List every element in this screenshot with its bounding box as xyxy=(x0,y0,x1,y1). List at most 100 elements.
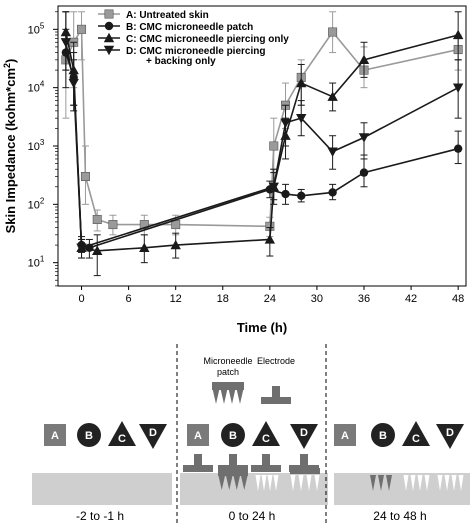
phase-label: 24 to 48 h xyxy=(373,509,426,523)
group-symbol-square xyxy=(187,424,209,446)
microneedle xyxy=(228,390,236,404)
piercing-hole xyxy=(403,475,409,491)
electrode-on-skin-c xyxy=(251,454,281,472)
microneedle xyxy=(236,390,244,404)
group-symbol-d: D xyxy=(290,424,318,449)
y-tick-label: 102 xyxy=(28,196,45,211)
group-symbol-circle xyxy=(221,423,245,447)
electrode-on-skin-a xyxy=(183,454,213,472)
data-point xyxy=(453,144,463,153)
microneedle-patch-icon xyxy=(212,382,244,404)
legend-label: D: CMC microneedle piercing xyxy=(126,46,265,57)
data-point xyxy=(296,113,307,124)
group-symbol-label: B xyxy=(379,430,387,442)
legend-label: A: Untreated skin xyxy=(126,10,209,21)
legend-label: C: CMC microneedle piercing only xyxy=(126,34,289,45)
microneedle xyxy=(212,390,220,404)
data-point xyxy=(77,24,87,34)
patch-backing-only xyxy=(290,468,320,474)
electrode-plate xyxy=(261,397,291,404)
data-point xyxy=(358,54,370,65)
x-tick-label: 24 xyxy=(264,293,276,305)
group-symbol-c: C xyxy=(402,421,430,446)
microneedle xyxy=(220,390,228,404)
skin-layer xyxy=(180,473,328,505)
data-point xyxy=(328,188,337,197)
skin-layer xyxy=(32,473,172,505)
group-symbol-d: D xyxy=(436,424,464,449)
y-tick-base: 10 xyxy=(28,141,40,153)
data-point xyxy=(170,239,181,250)
group-symbol-b: B xyxy=(221,423,245,447)
electrode-icon xyxy=(261,386,291,404)
microneedle-patch-caption: patch xyxy=(217,367,239,377)
protocol-schematic: Microneedle patch Electrode A B C D -2 to -1 h A… xyxy=(0,336,474,526)
data-point xyxy=(280,118,291,128)
group-symbol-c: C xyxy=(108,421,136,446)
y-axis-title-end: ) xyxy=(3,59,18,63)
series-line xyxy=(65,52,459,249)
group-symbol-label: A xyxy=(341,430,349,442)
legend-marker xyxy=(103,32,115,43)
electrode-stem xyxy=(229,454,237,465)
x-tick-label: 48 xyxy=(452,293,464,305)
electrode-stem xyxy=(272,386,280,397)
series-c xyxy=(60,11,464,277)
electrode-stem xyxy=(194,454,202,465)
legend-label: B: CMC microneedle patch xyxy=(126,22,253,33)
series-line xyxy=(65,42,459,249)
y-tick-exp: 4 xyxy=(40,80,45,89)
y-tick-exp: 5 xyxy=(40,21,45,30)
data-point xyxy=(268,182,279,192)
legend-marker xyxy=(103,45,115,56)
piercing-hole xyxy=(451,475,457,491)
data-point xyxy=(281,189,290,199)
data-point xyxy=(76,243,87,253)
phase-label: -2 to -1 h xyxy=(76,509,124,523)
phase-label: 0 to 24 h xyxy=(229,509,276,523)
group-symbol-d: D xyxy=(139,424,167,449)
remaining-needle xyxy=(386,475,392,491)
piercing-hole xyxy=(410,475,416,491)
y-tick-exp: 1 xyxy=(40,255,45,264)
data-point xyxy=(108,220,118,230)
data-point xyxy=(92,214,102,224)
data-point xyxy=(296,77,307,88)
data-point xyxy=(327,147,338,157)
x-tick-label: 30 xyxy=(311,293,323,305)
data-point xyxy=(328,27,338,37)
y-tick-exp: 2 xyxy=(40,196,45,205)
data-point xyxy=(452,83,464,93)
data-point xyxy=(139,220,149,230)
y-tick-exp: 3 xyxy=(40,138,45,147)
group-symbol-triangle xyxy=(402,421,430,446)
x-tick-label: 0 xyxy=(78,293,84,305)
y-tick-label: 103 xyxy=(28,138,45,153)
microneedle xyxy=(226,476,233,490)
microneedle-patch-on-skin-b xyxy=(218,468,248,490)
y-tick-base: 10 xyxy=(28,199,40,211)
x-axis-title: Time (h) xyxy=(237,320,287,335)
impedance-chart: 0 6 12 18 24 30 36 42 48 101 102 103 104 105 Time (h) S… xyxy=(2,5,467,335)
group-symbol-label: A xyxy=(51,430,59,442)
group-symbol-c: C xyxy=(252,421,280,446)
group-symbol-triangle xyxy=(108,421,136,446)
x-tick-label: 12 xyxy=(170,293,182,305)
skin-layer xyxy=(334,473,470,505)
y-axis-title-main: Skin Impedance (kohm*cm xyxy=(3,68,18,233)
group-symbol-inverted-triangle xyxy=(436,424,464,449)
electrode-caption: Electrode xyxy=(257,356,295,366)
electrode-plate xyxy=(251,465,281,472)
group-symbol-label: C xyxy=(118,433,126,445)
group-symbol-a: A xyxy=(187,424,209,446)
microneedle xyxy=(241,476,248,490)
group-symbol-triangle xyxy=(252,421,280,446)
electrode-plate xyxy=(183,465,213,472)
series-line xyxy=(65,31,459,252)
group-symbol-a: A xyxy=(44,424,66,446)
y-tick-label: 101 xyxy=(28,255,45,270)
group-symbol-label: C xyxy=(412,433,420,445)
series-d xyxy=(60,11,464,259)
remaining-needle xyxy=(378,475,384,491)
